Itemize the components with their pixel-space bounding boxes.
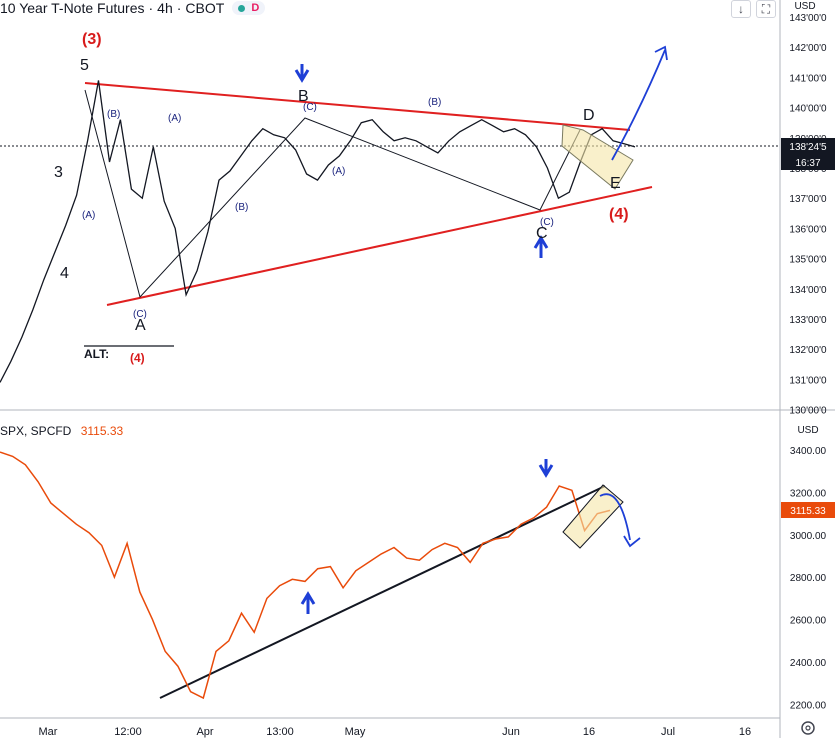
wave-label-C: C [536, 225, 548, 242]
spx-price-line [0, 451, 611, 700]
fullscreen-button[interactable]: ⛶ [756, 0, 776, 18]
lower-y-tick: 2800.00 [790, 573, 827, 584]
upper-y-tick: 134'00'0 [789, 285, 827, 296]
status-dot-icon [238, 4, 246, 12]
spx-price-tag-text: 3115.33 [790, 506, 826, 517]
wave-label-E: E [610, 175, 621, 192]
wave-label-a-small-2: (A) [82, 210, 95, 221]
upper-y-tick: 131'00'0 [789, 375, 827, 386]
down-arrow-icon: ↓ [738, 2, 744, 16]
blue-up-arrow-icon [533, 235, 549, 258]
upper-y-tick: 137'00'0 [789, 194, 827, 205]
lower-currency-label: USD [797, 425, 818, 436]
upper-y-tick: 136'00'0 [789, 224, 827, 235]
chart-header: 10 Year T-Note Futures · 4h · CBOT D [0, 0, 266, 16]
wave-label-D: D [583, 107, 595, 124]
fullscreen-icon: ⛶ [761, 2, 771, 16]
projection-arrow-up [611, 49, 666, 161]
x-axis-tick: Mar [39, 726, 58, 738]
countdown-tag-text: 16:37 [795, 158, 820, 169]
wave-label-5: 5 [80, 57, 89, 74]
last-price-tag-text: 138'24'5 [789, 142, 827, 153]
lower-y-tick: 3200.00 [790, 488, 827, 499]
scroll-down-button[interactable]: ↓ [731, 0, 751, 18]
wave-label-4-major: (4) [609, 206, 629, 223]
wave-label-b-small-1: (B) [107, 109, 120, 120]
x-axis-tick: Jun [502, 726, 520, 738]
wave-label-A: A [135, 317, 146, 334]
projection-arrowhead-down-icon [623, 535, 641, 548]
alt-label: ALT: [84, 347, 109, 361]
wave-labels: (3) 5 3 4 (B) (A) (A) (C) A B (C) (B) (A… [54, 31, 629, 365]
lower-y-tick: 2400.00 [790, 658, 827, 669]
lower-y-tick: 3000.00 [790, 531, 827, 542]
x-axis-tick: Apr [196, 726, 213, 738]
lower-y-tick: 2600.00 [790, 616, 827, 627]
wave-label-3-major: (3) [82, 31, 102, 48]
wave-label-c-small-3: (C) [540, 217, 554, 228]
last-price-tag [781, 138, 835, 154]
lower-symbol[interactable]: SPX, SPCFD [0, 424, 72, 438]
wave-label-3: 3 [54, 164, 63, 181]
wave-label-a-small-1: (A) [168, 113, 181, 124]
upper-y-tick: 142'00'0 [789, 43, 827, 54]
lower-last-value: 3115.33 [80, 424, 124, 438]
x-axis-tick: Jul [661, 726, 675, 738]
blue-up-arrow-lower-icon [300, 591, 316, 614]
x-axis-tick: 16 [739, 726, 751, 738]
exchange-label: CBOT [185, 0, 225, 16]
alt-wave-label-4: (4) [130, 351, 145, 365]
wave-label-a-small-3: (A) [332, 166, 345, 177]
lower-trend-line [159, 485, 606, 699]
countdown-tag [781, 154, 835, 170]
wave-label-b-small-3: (B) [428, 97, 441, 108]
projection-arrowhead-up-icon [654, 45, 668, 61]
upper-currency-label: USD [794, 1, 815, 12]
upper-resistance-line [84, 82, 631, 131]
spx-price-tag [781, 502, 835, 518]
pattern-box-upper [561, 124, 634, 190]
market-status-pill[interactable]: D [232, 1, 266, 15]
x-axis-tick: May [345, 726, 366, 738]
x-axis-tick: 12:00 [114, 726, 142, 738]
interval-label[interactable]: 4h [157, 0, 173, 16]
upper-y-tick: 140'00'0 [789, 104, 827, 115]
wave-label-c-small-2: (C) [303, 102, 317, 113]
pattern-box-lower [562, 484, 624, 549]
projection-arrow-down [599, 493, 631, 541]
wave-label-4: 4 [60, 265, 69, 282]
blue-down-arrow-lower-icon [538, 459, 554, 478]
lower-pane-header: SPX, SPCFD 3115.33 [0, 424, 123, 438]
pill-letter: D [251, 2, 260, 14]
blue-down-arrow-icon [294, 64, 310, 83]
upper-y-tick: 135'00'0 [789, 255, 827, 266]
wave-label-b-small-2: (B) [235, 202, 248, 213]
upper-support-line [106, 186, 653, 306]
upper-y-tick: 132'00'0 [789, 345, 827, 356]
wave-path-lines [84, 89, 581, 299]
x-axis-tick: 13:00 [266, 726, 294, 738]
lower-y-tick: 2200.00 [790, 700, 827, 711]
upper-price-line [0, 80, 636, 383]
upper-y-tick: 143'00'0 [789, 13, 827, 24]
upper-y-tick: 130'00'0 [789, 406, 827, 417]
upper-y-tick: 133'00'0 [789, 315, 827, 326]
settings-gear-icon[interactable] [801, 721, 815, 735]
wave-label-B: B [298, 88, 309, 105]
symbol-title[interactable]: 10 Year T-Note Futures [0, 0, 145, 16]
x-axis-tick: 16 [583, 726, 595, 738]
lower-y-tick: 3400.00 [790, 446, 827, 457]
wave-label-c-small-1: (C) [133, 309, 147, 320]
upper-y-tick: 141'00'0 [789, 73, 827, 84]
